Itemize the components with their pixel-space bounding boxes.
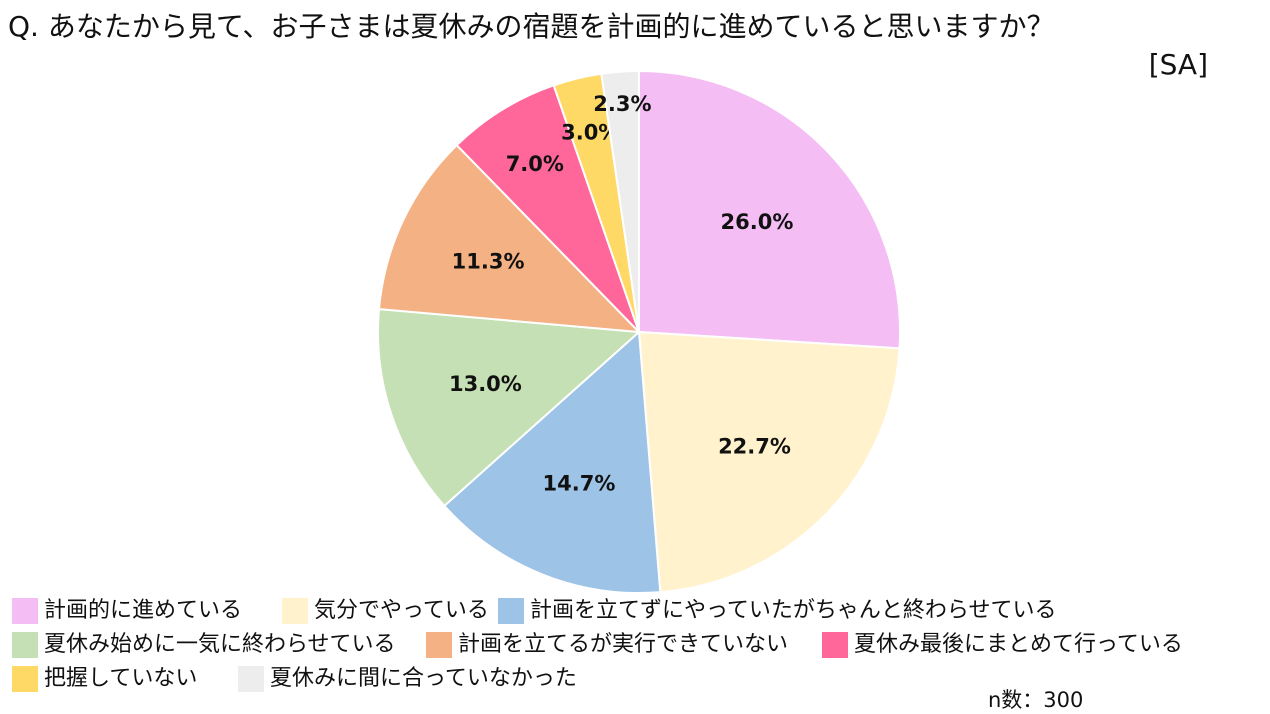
slice-data-label: 2.3%: [593, 92, 651, 116]
pie-slice: [377, 307, 642, 508]
chart-title: Q. あなたから見て、お子さまは夏休みの宿題を計画的に進めていると思いますか？ …: [8, 8, 1208, 84]
slice-data-label: 26.0%: [721, 210, 794, 234]
legend-swatch: [498, 598, 524, 624]
pie-slice: [637, 330, 901, 594]
chart-qualifier: [SA]: [1148, 48, 1208, 81]
legend-swatch: [238, 666, 264, 692]
legend-label: 計画を立てるが実行できていない: [458, 632, 789, 657]
pie-slice: [377, 143, 642, 334]
slice-data-label: 7.0%: [506, 152, 564, 176]
slice-data-label: 11.3%: [452, 249, 525, 273]
legend-swatch: [282, 598, 308, 624]
legend-label: 気分でやっている: [314, 598, 489, 623]
legend-label: 計画を立てずにやっていたがちゃんと終わらせている: [530, 598, 1057, 623]
legend-label: 夏休みに間に合っていなかった: [270, 666, 577, 691]
legend-label: 夏休み最後にまとめて行っている: [854, 632, 1183, 657]
pie-slice: [455, 84, 640, 333]
slice-data-label: 13.0%: [449, 372, 522, 396]
legend-swatch: [12, 666, 38, 692]
sample-size: n数：300: [988, 688, 1084, 712]
legend-label: 把握していない: [44, 666, 198, 691]
pie-slice: [442, 329, 662, 594]
legend-label: 計画的に進めている: [44, 598, 243, 623]
legend-swatch: [822, 632, 848, 658]
slice-data-label: 22.7%: [718, 434, 791, 458]
pie-slice: [600, 69, 640, 333]
legend-swatch: [12, 632, 38, 658]
slice-data-label: 14.7%: [543, 471, 616, 495]
legend-swatch: [426, 632, 452, 658]
legend-label: 夏休み始めに一気に終わらせている: [44, 632, 396, 657]
pie-slice: [638, 69, 901, 350]
legend-swatch: [12, 598, 38, 624]
chart-question: Q. あなたから見て、お子さまは夏休みの宿題を計画的に進めていると思いますか？: [8, 10, 1055, 43]
